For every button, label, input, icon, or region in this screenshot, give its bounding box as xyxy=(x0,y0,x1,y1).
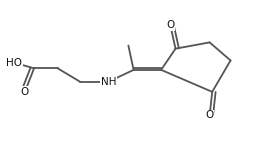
Text: NH: NH xyxy=(101,77,117,87)
Text: HO: HO xyxy=(6,58,23,68)
Text: O: O xyxy=(166,20,174,30)
Text: O: O xyxy=(205,110,214,120)
Text: O: O xyxy=(21,87,29,97)
